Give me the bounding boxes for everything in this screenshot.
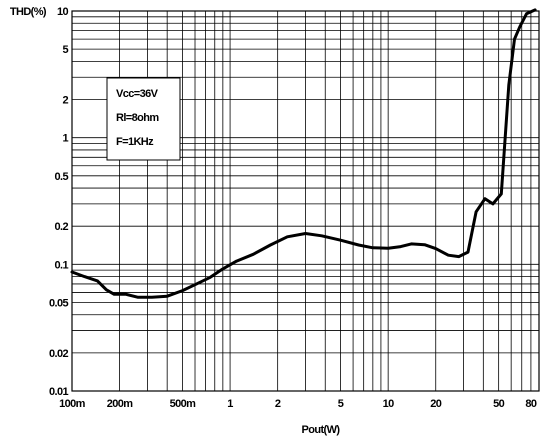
y-tick-label: 0.1 [55, 259, 69, 271]
x-tick-label: 80 [525, 398, 537, 410]
y-tick-label: 0.02 [49, 348, 68, 360]
y-tick-label: 0.01 [49, 386, 68, 398]
y-axis-label: THD(%) [10, 6, 47, 18]
x-tick-label: 20 [430, 398, 442, 410]
condition-note-box: Vcc=36V Rl=8ohm F=1KHz [106, 77, 181, 161]
x-tick-label: 2 [275, 398, 281, 410]
x-tick-label: 100m [59, 398, 86, 410]
x-axis-label: Pout(W) [302, 424, 341, 436]
x-tick-labels: 100m 200m 500m 1 2 5 10 20 50 80 [59, 398, 537, 410]
series-line-thd [70, 8, 537, 299]
x-tick-label: 500m [170, 398, 197, 410]
y-tick-label: 0.2 [55, 221, 69, 233]
x-tick-label: 1 [227, 398, 233, 410]
note-line-rl: Rl=8ohm [116, 112, 159, 124]
x-tick-label: 50 [493, 398, 505, 410]
y-tick-label: 10 [57, 6, 69, 18]
y-tick-label: 0.5 [55, 171, 69, 183]
y-tick-label: 1 [62, 133, 68, 145]
y-tick-label: 0.05 [49, 297, 68, 309]
x-tick-label: 10 [383, 398, 395, 410]
x-tick-label: 200m [107, 398, 134, 410]
y-tick-labels: 0.01 0.02 0.05 0.1 0.2 0.5 1 2 5 10 [49, 6, 69, 398]
y-tick-label: 5 [62, 44, 68, 56]
note-line-vcc: Vcc=36V [116, 88, 159, 100]
x-tick-label: 5 [338, 398, 344, 410]
note-line-f: F=1KHz [116, 136, 154, 148]
grid-lines [72, 11, 539, 391]
y-tick-label: 2 [62, 95, 68, 107]
condition-note-frame [106, 77, 181, 161]
plot-frame [71, 10, 540, 392]
